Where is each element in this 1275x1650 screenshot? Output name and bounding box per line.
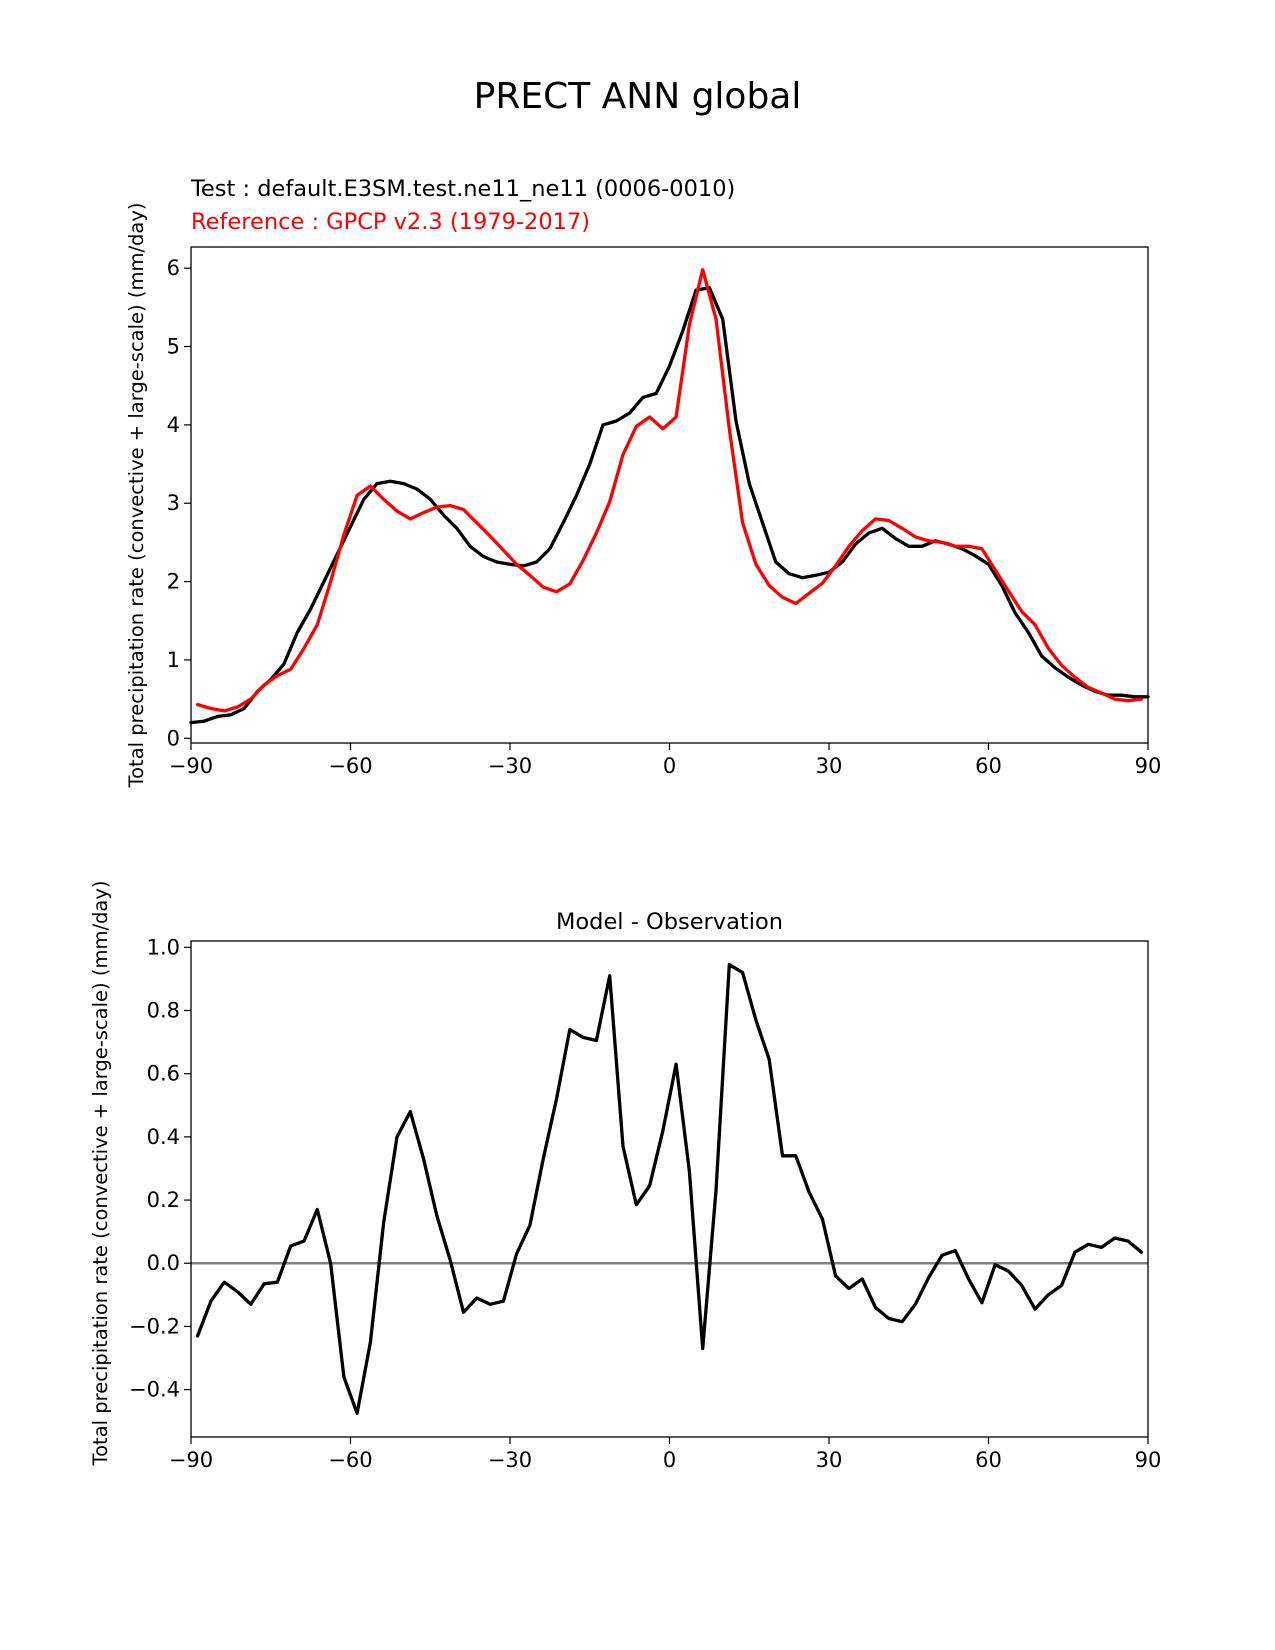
top-y-tick-label: 0 bbox=[167, 726, 180, 750]
bottom-y-tick-label: 0.6 bbox=[147, 1062, 180, 1086]
bottom-y-tick-label: 0.2 bbox=[147, 1188, 180, 1212]
figure-title: PRECT ANN global bbox=[474, 76, 802, 117]
top-plot-frame bbox=[190, 246, 1149, 744]
bottom-y-tick-label: 1.0 bbox=[147, 935, 180, 959]
top-axis-ticks: −90 −60 −30 0 30 60 90 0 1 2 3 4 5 6 bbox=[167, 256, 1162, 778]
bottom-title: Model - Observation bbox=[556, 909, 783, 935]
top-series bbox=[189, 268, 1150, 725]
bottom-x-tick-label: −60 bbox=[328, 1448, 372, 1472]
bottom-x-tick-label: 30 bbox=[816, 1448, 843, 1472]
bottom-x-tick-label: 90 bbox=[1135, 1448, 1162, 1472]
bottom-x-tick-label: −30 bbox=[488, 1448, 532, 1472]
bottom-y-axis-label: Total precipitation rate (convective + l… bbox=[89, 881, 112, 1467]
top-x-tick-label: 60 bbox=[975, 754, 1002, 778]
reference-label: Reference : GPCP v2.3 (1979-2017) bbox=[191, 209, 590, 235]
bottom-series-difference bbox=[195, 963, 1144, 1415]
bottom-y-tick-label: 0.4 bbox=[147, 1125, 180, 1149]
bottom-series bbox=[191, 963, 1148, 1415]
top-y-tick-label: 6 bbox=[167, 256, 180, 280]
bottom-axis-ticks: −90 −60 −30 0 30 60 90 −0.4 −0.2 0.0 0.2 0.4 0.6 0.8 1… bbox=[129, 935, 1161, 1472]
bottom-plot-frame bbox=[190, 940, 1149, 1438]
top-y-axis-label: Total precipitation rate (convective + l… bbox=[125, 203, 148, 789]
bottom-y-tick-label: −0.4 bbox=[129, 1378, 180, 1402]
top-y-tick-label: 2 bbox=[167, 570, 180, 594]
top-x-tick-label: 90 bbox=[1135, 754, 1162, 778]
top-x-tick-label: 0 bbox=[663, 754, 676, 778]
top-x-tick-label: −60 bbox=[328, 754, 372, 778]
top-y-tick-label: 4 bbox=[167, 413, 180, 437]
top-series-test bbox=[189, 286, 1150, 725]
top-y-tick-label: 1 bbox=[167, 648, 180, 672]
bottom-x-tick-label: −90 bbox=[169, 1448, 213, 1472]
bottom-panel: Model - Observation Total precipitation … bbox=[89, 881, 1161, 1472]
test-label: Test : default.E3SM.test.ne11_ne11 (0006… bbox=[190, 176, 735, 202]
bottom-y-tick-label: −0.2 bbox=[129, 1314, 180, 1338]
bottom-y-tick-label: 0.0 bbox=[147, 1251, 180, 1275]
top-y-tick-label: 3 bbox=[167, 491, 180, 515]
bottom-x-tick-label: 0 bbox=[663, 1448, 676, 1472]
top-y-tick-label: 5 bbox=[167, 335, 180, 359]
top-x-tick-label: −30 bbox=[488, 754, 532, 778]
top-x-tick-label: 30 bbox=[816, 754, 843, 778]
bottom-x-tick-label: 60 bbox=[975, 1448, 1002, 1472]
bottom-y-tick-label: 0.8 bbox=[147, 999, 180, 1023]
top-x-tick-label: −90 bbox=[169, 754, 213, 778]
top-panel: Test : default.E3SM.test.ne11_ne11 (0006… bbox=[125, 176, 1161, 788]
top-series-reference bbox=[195, 268, 1144, 713]
